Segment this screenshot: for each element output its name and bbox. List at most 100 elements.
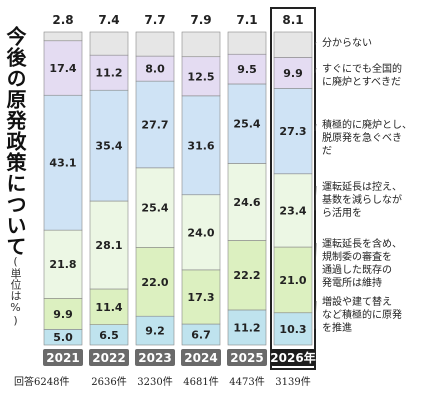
year-label-bg	[271, 349, 315, 366]
data-label: 21.0	[279, 274, 306, 287]
data-label: 7.7	[144, 13, 165, 27]
data-label: 17.3	[187, 291, 214, 304]
bar-segment	[43, 229, 83, 299]
year-label-bg	[43, 349, 83, 366]
legend-entry: 運転延長は控え、	[322, 180, 402, 193]
leader-line	[314, 300, 317, 329]
bar-segment	[273, 173, 313, 248]
unit-label: (単位は%)	[9, 255, 22, 327]
bar-segment	[89, 288, 129, 325]
data-label: 5.0	[53, 331, 73, 344]
data-label: 27.3	[279, 125, 306, 138]
bar-segment	[181, 269, 221, 325]
data-label: 27.7	[141, 118, 168, 131]
data-label: 35.4	[95, 140, 122, 153]
data-label: 6.5	[99, 329, 119, 342]
bar-segment	[181, 31, 221, 58]
data-label: 11.2	[233, 321, 260, 334]
year-label-bg	[89, 349, 129, 366]
legend-entry: に廃炉とすべきだ	[322, 75, 401, 88]
year-label-bg	[135, 349, 175, 366]
data-label: 6.7	[191, 329, 211, 342]
bar-segment	[43, 31, 83, 42]
legend-entry: 積極的に廃炉とし、	[322, 118, 412, 131]
bar-segment	[89, 89, 129, 202]
bar-segment	[227, 309, 267, 346]
legend-entry: 通過した既存の	[322, 263, 392, 276]
legend-entry: 運転延長を含め、	[322, 237, 402, 250]
response-count: 4681件	[183, 376, 218, 388]
leader-line	[314, 242, 317, 280]
bar-segment	[273, 31, 313, 58]
data-label: 22.2	[233, 269, 260, 282]
data-label: 9.9	[53, 308, 73, 321]
data-label: 9.2	[145, 325, 165, 338]
data-label: 11.4	[95, 301, 122, 314]
bar-segment	[135, 55, 175, 82]
data-label: 25.4	[141, 202, 168, 215]
bar-segment	[135, 31, 175, 57]
response-count: 3139件	[275, 376, 310, 388]
leader-line	[314, 41, 317, 45]
bar-segment	[273, 246, 313, 314]
bar-segment	[227, 31, 267, 55]
legend-entry: 規制委の審査を	[322, 250, 392, 263]
bar-segment	[135, 315, 175, 346]
legend-entry: など積極的に原発	[322, 308, 402, 321]
bar-segment	[181, 56, 221, 97]
data-label: 25.4	[233, 118, 260, 131]
legend-entry: 脱原発を急ぐべき	[322, 131, 402, 144]
legend-entry: すぐにでも全国的	[322, 62, 402, 75]
response-count: 回答6248件	[14, 375, 69, 388]
bar-segment	[227, 53, 267, 85]
x-tick-label: 2023	[138, 351, 171, 365]
bar-segment	[89, 200, 129, 290]
response-count: 2636件	[91, 376, 126, 388]
data-label: 31.6	[187, 139, 214, 152]
bar-segment	[89, 31, 129, 56]
bar-segment	[135, 80, 175, 169]
bar-segment	[227, 240, 267, 311]
data-label: 8.0	[145, 63, 165, 76]
data-label: 22.0	[141, 276, 168, 289]
legend-entry: 基数を減らしなが	[322, 193, 402, 206]
legend-entry: だ	[322, 145, 332, 157]
x-tick-label: 2025	[230, 351, 263, 365]
year-label-bg	[227, 349, 267, 366]
legend-entry: 増設や建て替え	[322, 295, 392, 308]
chart-title: 今後の原発政策について	[3, 26, 27, 257]
legend-entry: を推進	[322, 321, 352, 334]
bar-segment	[181, 194, 221, 271]
x-tick-label: 2022	[92, 351, 125, 365]
bar-segment	[135, 167, 175, 248]
response-count: 3230件	[137, 376, 172, 388]
data-label: 12.5	[187, 70, 214, 83]
bar-segment	[273, 312, 313, 346]
bar-segment	[135, 247, 175, 317]
year-label-bg	[181, 349, 221, 366]
data-label: 8.1	[282, 13, 303, 27]
data-label: 21.8	[49, 258, 76, 271]
highlight-frame	[270, 7, 316, 370]
leader-line	[314, 185, 317, 211]
data-label: 43.1	[49, 157, 76, 170]
x-tick-label: 2024	[184, 351, 217, 365]
bar-segment	[181, 95, 221, 196]
data-label: 7.9	[190, 13, 211, 27]
legend-entry: ら活用を	[322, 207, 362, 219]
leader-line	[314, 67, 317, 73]
data-label: 7.1	[236, 13, 257, 27]
data-label: 7.4	[98, 13, 119, 27]
legend-entry: 分からない	[322, 37, 372, 49]
bar-segment	[273, 88, 313, 175]
leader-line	[314, 123, 317, 132]
bar-segment	[43, 298, 83, 330]
data-label: 28.1	[95, 239, 122, 252]
data-label: 17.4	[49, 62, 76, 75]
bar-segment	[43, 94, 83, 231]
bar-segment	[227, 163, 267, 241]
x-tick-label: 2021	[46, 351, 79, 365]
data-label: 24.0	[187, 226, 214, 239]
